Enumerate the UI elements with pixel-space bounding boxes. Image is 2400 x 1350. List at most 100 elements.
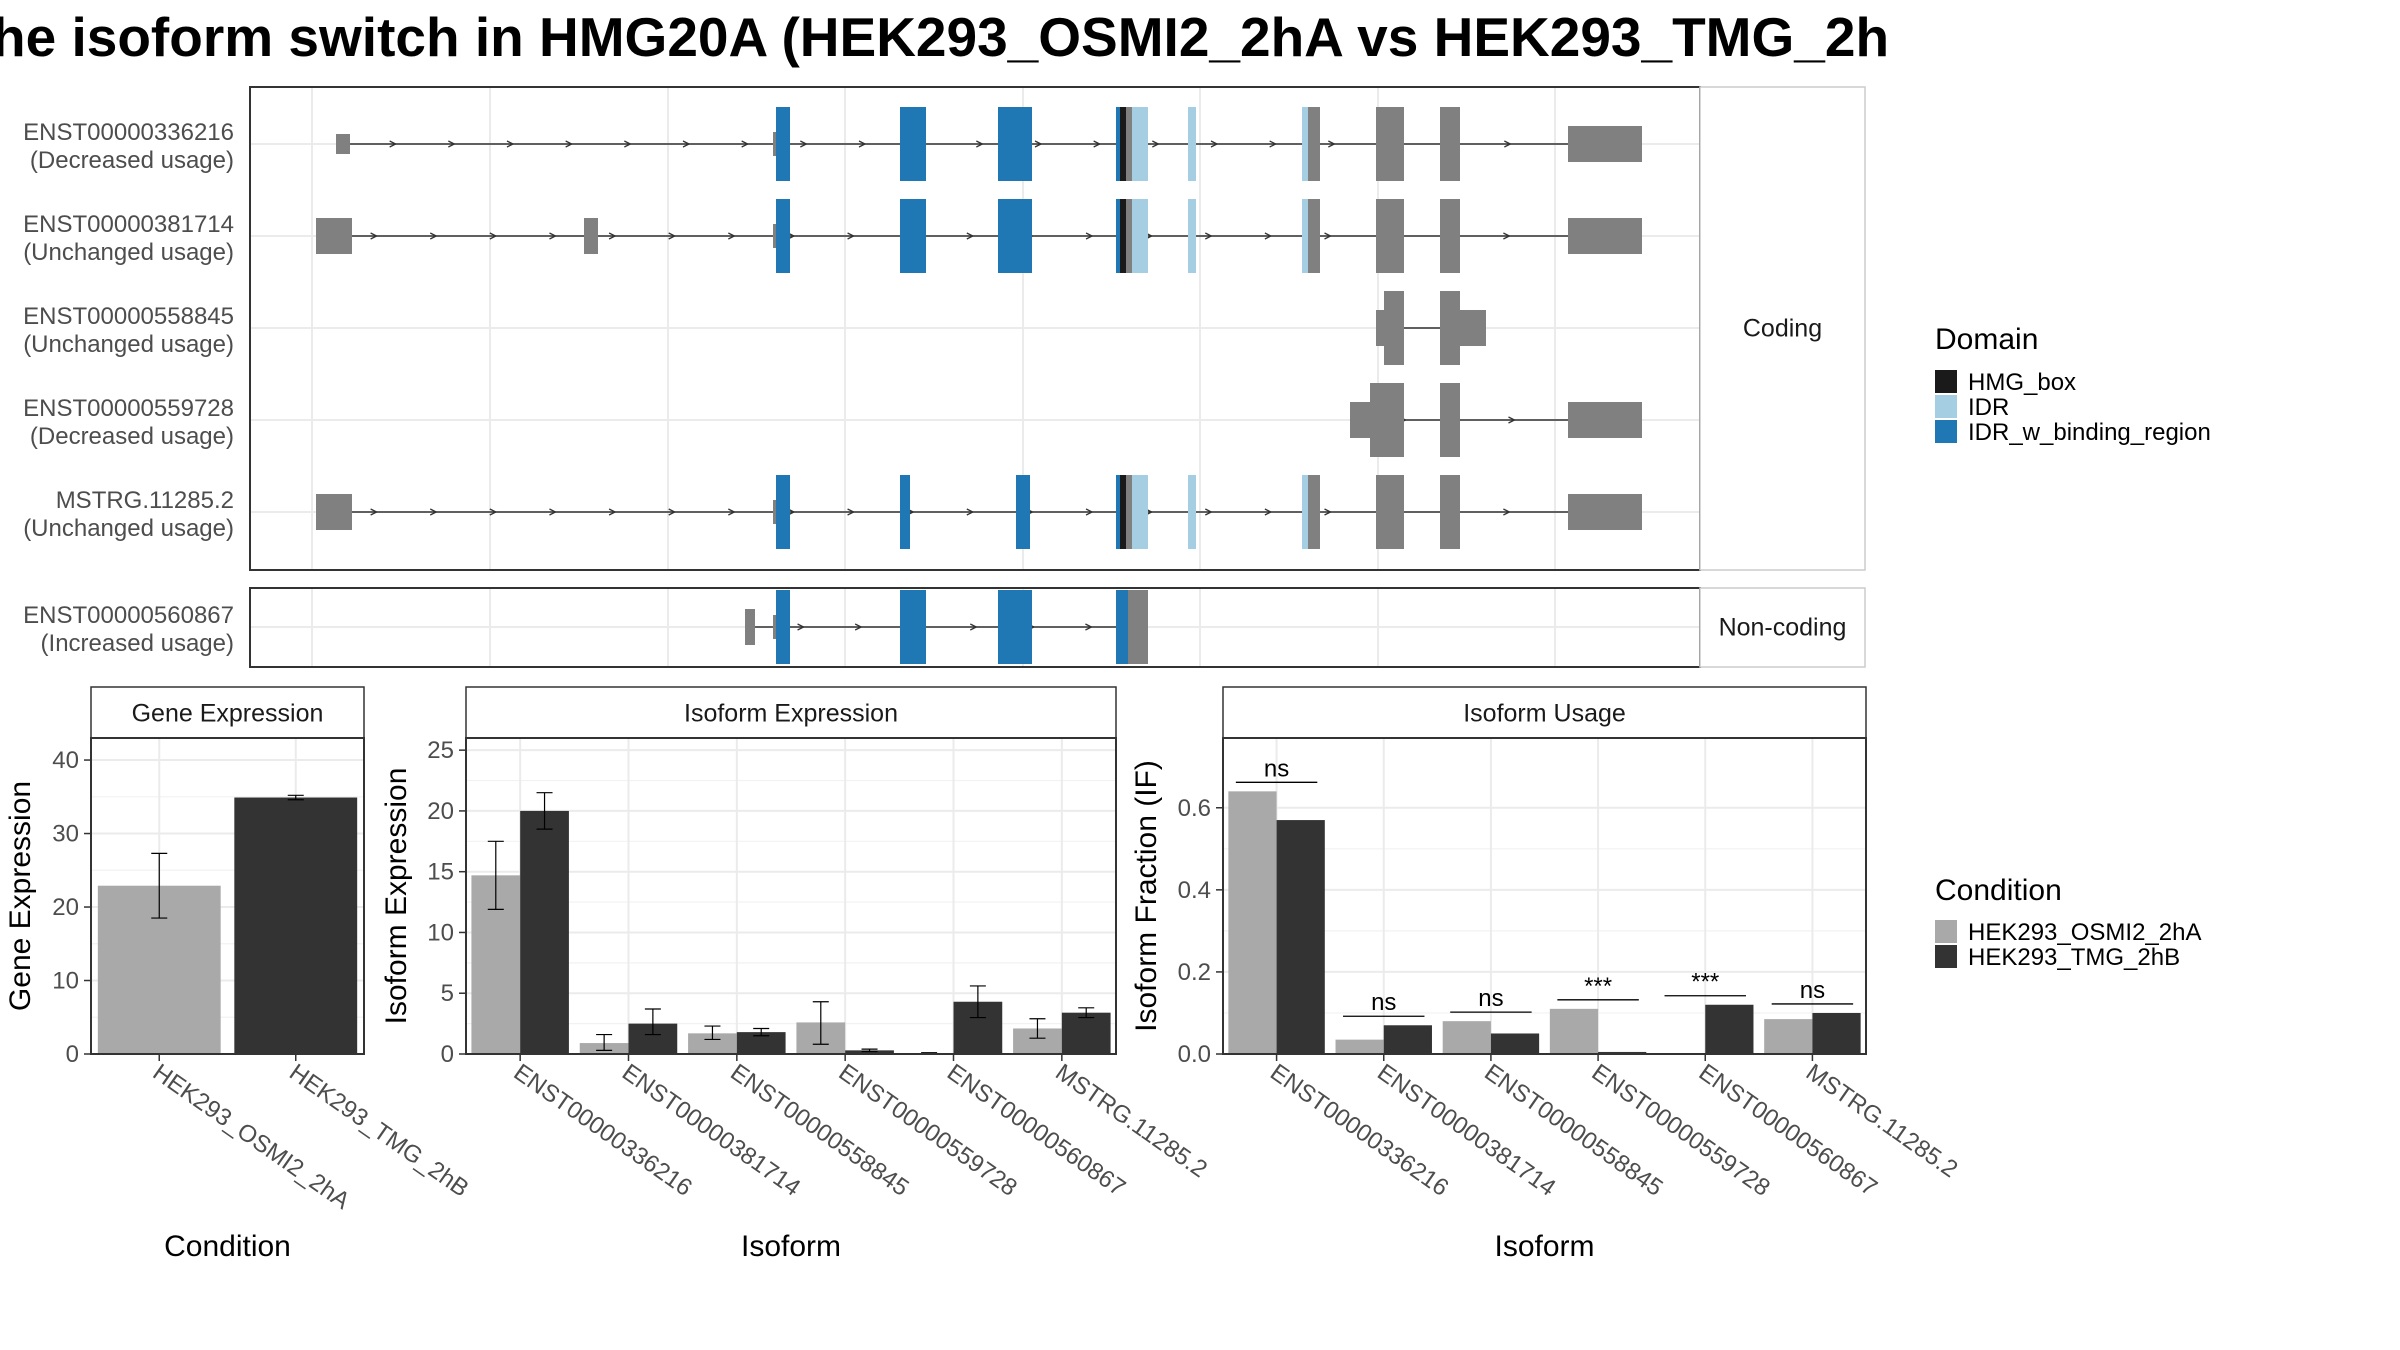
transcript-row-5 (745, 590, 1148, 664)
exon (1376, 475, 1404, 549)
legend-title: Domain (1935, 323, 2038, 356)
x-tick-label: ENST00000558845 (1479, 1059, 1667, 1202)
y-axis-title: Isoform Fraction (IF) (1130, 760, 1163, 1032)
exon (316, 218, 352, 254)
strand-arrow (549, 232, 557, 240)
x-axis-title: Isoform (1494, 1230, 1594, 1263)
strand-arrow (668, 232, 677, 240)
significance-label: *** (1584, 973, 1612, 1000)
plot-border (465, 737, 1117, 1055)
y-tick-label: 25 (427, 737, 454, 764)
bar (1276, 820, 1325, 1054)
y-tick-label: 0 (441, 1041, 454, 1068)
transcript-id-label: ENST00000559728 (23, 395, 234, 422)
domain-IDR (1132, 475, 1148, 549)
x-tick-label: ENST00000381714 (617, 1059, 805, 1202)
exon (745, 609, 755, 645)
significance-label: ns (1371, 989, 1396, 1016)
strand-arrow (608, 508, 617, 516)
bar (1598, 1051, 1647, 1054)
strand-arrow (608, 232, 617, 240)
plot-bg (1223, 738, 1866, 1054)
facet-label-noncoding: Non-coding (1719, 614, 1847, 642)
domain-HMG_box (1120, 107, 1126, 181)
strand-arrow (847, 232, 856, 240)
legend-label: HMG_box (1968, 369, 2076, 396)
strand-arrow (1264, 232, 1273, 240)
bar (1705, 1004, 1754, 1054)
exon (1568, 402, 1642, 438)
domain-IDR_w_binding_region (900, 107, 926, 181)
bar (1812, 1012, 1861, 1054)
domain-IDR_w_binding_region (1116, 590, 1128, 664)
legend-key (1935, 945, 1957, 968)
y-tick-label: 0 (66, 1041, 79, 1068)
strand-arrow (389, 140, 398, 148)
strand-arrow (429, 232, 438, 240)
x-tick-label: ENST00000336216 (1265, 1059, 1453, 1202)
y-tick-label: 10 (427, 919, 454, 946)
exon (1308, 199, 1320, 273)
significance-label: ns (1478, 985, 1503, 1012)
domain-IDR (1302, 107, 1308, 181)
bar (1061, 1012, 1111, 1054)
exon (1460, 310, 1486, 346)
domain-IDR_w_binding_region (998, 107, 1032, 181)
transcript-usage-label: (Increased usage) (41, 630, 234, 657)
domain-IDR (1188, 107, 1196, 181)
exon (773, 615, 776, 639)
exon (1126, 107, 1132, 181)
domain-IDR_w_binding_region (998, 199, 1032, 273)
domain-IDR_w_binding_region (900, 199, 926, 273)
plot-bg (466, 738, 1116, 1054)
strand-arrow (1324, 232, 1332, 240)
y-tick-label: 0.0 (1178, 1041, 1211, 1068)
strand-arrow (624, 140, 632, 148)
domain-HMG_box (1120, 475, 1126, 549)
strand-arrow (370, 508, 379, 516)
bar (520, 810, 569, 1054)
y-tick-label: 20 (427, 798, 454, 825)
strand-arrow (506, 140, 515, 148)
exon (336, 134, 350, 154)
x-axis-title: Condition (164, 1230, 291, 1263)
x-tick-label: ENST00000381714 (1372, 1059, 1560, 1202)
domain-IDR_w_binding_region (998, 590, 1032, 664)
transcript-usage-label: (Unchanged usage) (23, 331, 234, 358)
exon (1440, 383, 1460, 457)
plot-border (90, 737, 365, 1055)
transcript-row-3 (1350, 383, 1642, 457)
exon (773, 224, 776, 248)
strand-arrow (858, 140, 867, 148)
exon (1568, 218, 1642, 254)
transcript-id-label: ENST00000558845 (23, 303, 234, 330)
strand-arrow (1204, 508, 1213, 516)
x-tick-label: ENST00000560867 (1694, 1059, 1882, 1202)
x-axis-title: Isoform (741, 1230, 841, 1263)
exon (773, 500, 776, 524)
strand-arrow (549, 508, 557, 516)
domain-IDR_w_binding_region (1016, 475, 1030, 549)
strand-arrow (976, 140, 984, 148)
strand-arrow (741, 140, 750, 148)
domain-IDR_w_binding_region (776, 475, 790, 549)
domain-IDR (1188, 475, 1196, 549)
y-axis-title: Isoform Expression (380, 768, 413, 1025)
strand-arrow (489, 508, 498, 516)
domain-IDR (1132, 107, 1148, 181)
facet-strip (1699, 86, 1866, 571)
legend-title: Condition (1935, 874, 2062, 907)
facet-label-coding: Coding (1743, 315, 1822, 343)
exon (1350, 402, 1370, 438)
y-tick-label: 20 (52, 894, 79, 921)
strand-arrow (847, 508, 856, 516)
exon (1308, 475, 1320, 549)
strand-arrow (1210, 140, 1219, 148)
strand-arrow (429, 508, 438, 516)
transcript-usage-label: (Unchanged usage) (23, 239, 234, 266)
transcript-row-0 (336, 107, 1642, 181)
exon (1126, 199, 1132, 273)
domain-IDR (1132, 199, 1148, 273)
plot-border (1222, 737, 1867, 1055)
